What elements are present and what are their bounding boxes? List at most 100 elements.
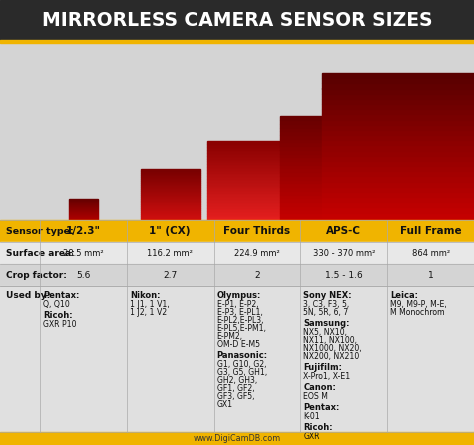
Bar xyxy=(207,190,307,193)
Text: APS-C: APS-C xyxy=(326,226,361,236)
Bar xyxy=(322,161,474,166)
Bar xyxy=(322,125,474,130)
Bar xyxy=(322,192,474,197)
Text: 1.5 - 1.6: 1.5 - 1.6 xyxy=(325,271,363,279)
Bar xyxy=(322,89,474,93)
Bar xyxy=(141,177,200,179)
Bar xyxy=(69,215,98,216)
Text: 224.9 mm²: 224.9 mm² xyxy=(234,248,280,258)
Bar xyxy=(322,213,474,218)
Bar xyxy=(0,43,474,230)
Bar xyxy=(322,104,474,109)
Bar xyxy=(322,135,474,140)
Text: Sony NEX:: Sony NEX: xyxy=(303,291,352,300)
Bar xyxy=(280,165,408,169)
Bar xyxy=(280,135,408,139)
Bar xyxy=(69,212,98,213)
Bar xyxy=(207,222,307,225)
Bar xyxy=(322,130,474,135)
Bar xyxy=(69,221,98,222)
Bar xyxy=(69,203,98,204)
Bar xyxy=(141,191,200,193)
Bar xyxy=(141,173,200,175)
Text: 2: 2 xyxy=(254,271,260,279)
Text: NX11, NX100,: NX11, NX100, xyxy=(303,336,357,345)
Bar xyxy=(280,128,408,131)
Text: GF3, GF5,: GF3, GF5, xyxy=(217,392,254,401)
Bar xyxy=(280,172,408,176)
Bar xyxy=(69,223,98,224)
Text: G1, G10, G2,: G1, G10, G2, xyxy=(217,360,266,369)
Bar xyxy=(280,120,408,124)
Bar xyxy=(207,185,307,187)
Bar xyxy=(207,153,307,156)
Bar xyxy=(322,78,474,83)
Bar xyxy=(280,221,408,224)
Bar xyxy=(0,264,474,286)
Bar xyxy=(207,141,307,144)
Bar xyxy=(280,202,408,206)
Bar xyxy=(322,166,474,171)
Bar xyxy=(69,216,98,217)
Text: www.DigiCamDB.com: www.DigiCamDB.com xyxy=(193,434,281,443)
Bar xyxy=(141,206,200,208)
Text: MIRRORLESS CAMERA SENSOR SIZES: MIRRORLESS CAMERA SENSOR SIZES xyxy=(42,11,432,29)
Bar xyxy=(280,180,408,183)
Text: 28.5 mm²: 28.5 mm² xyxy=(63,248,104,258)
Bar xyxy=(141,197,200,198)
Bar xyxy=(207,187,307,190)
Bar xyxy=(207,219,307,222)
Bar xyxy=(69,204,98,206)
Bar xyxy=(0,432,474,445)
Bar xyxy=(141,202,200,204)
Bar xyxy=(322,146,474,150)
Text: 5N, 5R, 6, 7: 5N, 5R, 6, 7 xyxy=(303,308,349,317)
Bar xyxy=(69,201,98,202)
Text: Full Frame: Full Frame xyxy=(400,226,461,236)
Bar xyxy=(207,173,307,176)
Bar xyxy=(322,218,474,223)
Bar xyxy=(280,150,408,154)
Bar xyxy=(322,120,474,125)
Text: M Monochrom: M Monochrom xyxy=(390,308,445,317)
Bar xyxy=(207,150,307,153)
Text: Q, Q10: Q, Q10 xyxy=(43,300,70,309)
Bar xyxy=(280,161,408,165)
Text: NX200, NX210: NX200, NX210 xyxy=(303,352,360,361)
Bar xyxy=(141,222,200,224)
Text: Surface area:: Surface area: xyxy=(6,248,75,258)
Text: Four Thirds: Four Thirds xyxy=(223,226,291,236)
Bar xyxy=(141,181,200,183)
Bar xyxy=(322,99,474,104)
Bar xyxy=(141,175,200,177)
Bar xyxy=(322,171,474,176)
Text: GH2, GH3,: GH2, GH3, xyxy=(217,376,257,385)
Bar xyxy=(0,286,474,432)
Bar xyxy=(141,189,200,191)
Bar xyxy=(69,214,98,215)
Text: NX1000, NX20,: NX1000, NX20, xyxy=(303,344,362,353)
Bar xyxy=(280,217,408,221)
Bar xyxy=(207,225,307,228)
Bar xyxy=(280,117,408,120)
Bar xyxy=(322,83,474,89)
Text: Fujifilm:: Fujifilm: xyxy=(303,363,342,372)
Bar xyxy=(207,162,307,164)
Bar xyxy=(322,114,474,120)
Text: K-01: K-01 xyxy=(303,412,320,421)
Bar xyxy=(69,217,98,218)
Bar xyxy=(207,167,307,170)
Bar xyxy=(69,227,98,228)
Text: 1 J1, 1 V1,: 1 J1, 1 V1, xyxy=(130,300,170,309)
Bar xyxy=(322,109,474,114)
Text: E-PM2,: E-PM2, xyxy=(217,332,243,341)
Text: M9, M9-P, M-E,: M9, M9-P, M-E, xyxy=(390,300,447,309)
Text: 2.7: 2.7 xyxy=(163,271,177,279)
Bar xyxy=(69,199,98,201)
Text: GXR: GXR xyxy=(303,432,320,441)
Bar xyxy=(141,208,200,210)
Text: 3, C3, F3, 5,: 3, C3, F3, 5, xyxy=(303,300,350,309)
Bar xyxy=(69,213,98,214)
Bar xyxy=(69,225,98,226)
Text: Pentax:: Pentax: xyxy=(43,291,79,300)
